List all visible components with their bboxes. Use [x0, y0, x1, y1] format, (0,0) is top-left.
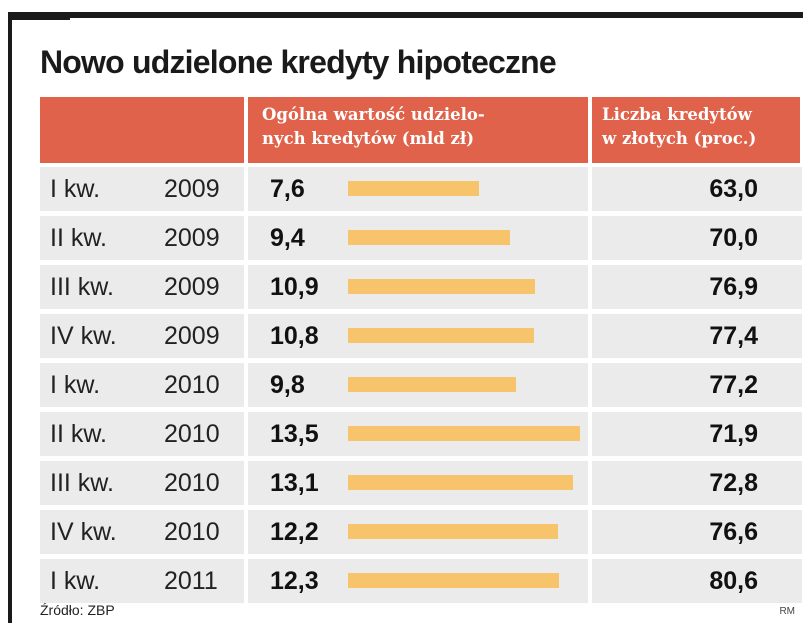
year-label: 2010 [164, 518, 220, 546]
header-count: Liczba kredytów w złotych (proc.) [592, 97, 800, 163]
period-cell: I kw. 2011 [40, 559, 244, 603]
value-bar [348, 475, 573, 490]
share-label: 63,0 [709, 175, 758, 203]
value-cell: 9,8 [248, 363, 588, 407]
value-label: 12,3 [270, 567, 319, 595]
value-label: 12,2 [270, 518, 319, 546]
value-label: 9,8 [270, 371, 305, 399]
value-bar [348, 573, 559, 588]
share-label: 70,0 [709, 224, 758, 252]
value-label: 10,9 [270, 273, 319, 301]
period-cell: IV kw. 2009 [40, 314, 244, 358]
quarter-label: I kw. [50, 175, 101, 203]
value-bar [348, 377, 516, 392]
period-cell: IV kw. 2010 [40, 510, 244, 554]
year-label: 2010 [164, 371, 220, 399]
share-cell: 76,6 [592, 510, 802, 554]
quarter-label: IV kw. [50, 518, 117, 546]
share-label: 72,8 [709, 469, 758, 497]
quarter-label: II kw. [50, 224, 107, 252]
source-note: Źródło: ZBP [40, 602, 115, 618]
table-row: I kw. 2011 12,3 80,6 [40, 559, 802, 603]
table-row: I kw. 2009 7,6 63,0 [40, 167, 802, 211]
year-label: 2009 [164, 224, 220, 252]
quarter-label: III kw. [50, 273, 114, 301]
quarter-label: II kw. [50, 420, 107, 448]
header-period [40, 97, 244, 163]
value-cell: 13,5 [248, 412, 588, 456]
value-bar [348, 279, 535, 294]
value-cell: 12,2 [248, 510, 588, 554]
period-cell: II kw. 2010 [40, 412, 244, 456]
value-cell: 10,9 [248, 265, 588, 309]
share-cell: 70,0 [592, 216, 802, 260]
period-cell: III kw. 2010 [40, 461, 244, 505]
value-cell: 10,8 [248, 314, 588, 358]
share-cell: 72,8 [592, 461, 802, 505]
value-bar [348, 230, 510, 245]
table-row: II kw. 2009 9,4 70,0 [40, 216, 802, 260]
share-cell: 80,6 [592, 559, 802, 603]
share-cell: 76,9 [592, 265, 802, 309]
value-cell: 13,1 [248, 461, 588, 505]
share-label: 77,2 [709, 371, 758, 399]
table-row: II kw. 2010 13,5 71,9 [40, 412, 802, 456]
header-count-line1: Liczba kredytów [602, 105, 752, 124]
period-cell: I kw. 2010 [40, 363, 244, 407]
header-count-line2: w złotych (proc.) [602, 129, 757, 148]
value-cell: 12,3 [248, 559, 588, 603]
value-bar [348, 181, 479, 196]
table-row: IV kw. 2009 10,8 77,4 [40, 314, 802, 358]
value-cell: 9,4 [248, 216, 588, 260]
header-value-line1: Ogólna wartość udzielo- [262, 105, 485, 124]
period-cell: I kw. 2009 [40, 167, 244, 211]
value-label: 9,4 [270, 224, 305, 252]
frame-left-rule [8, 12, 12, 623]
table-row: III kw. 2009 10,9 76,9 [40, 265, 802, 309]
year-label: 2010 [164, 469, 220, 497]
quarter-label: I kw. [50, 567, 101, 595]
table-row: I kw. 2010 9,8 77,2 [40, 363, 802, 407]
share-cell: 63,0 [592, 167, 802, 211]
value-label: 13,1 [270, 469, 319, 497]
year-label: 2009 [164, 273, 220, 301]
share-label: 71,9 [709, 420, 758, 448]
share-label: 76,9 [709, 273, 758, 301]
header-value: Ogólna wartość udzielo- nych kredytów (m… [248, 97, 588, 163]
share-label: 77,4 [709, 322, 758, 350]
value-bar [348, 524, 558, 539]
quarter-label: III kw. [50, 469, 114, 497]
quarter-label: IV kw. [50, 322, 117, 350]
table-row: III kw. 2010 13,1 72,8 [40, 461, 802, 505]
chart-title: Nowo udzielone kredyty hipoteczne [40, 44, 557, 80]
value-bar [348, 328, 534, 343]
year-label: 2010 [164, 420, 220, 448]
share-cell: 71,9 [592, 412, 802, 456]
share-label: 80,6 [709, 567, 758, 595]
header-value-line2: nych kredytów (mld zł) [262, 129, 475, 148]
quarter-label: I kw. [50, 371, 101, 399]
year-label: 2009 [164, 175, 220, 203]
value-label: 10,8 [270, 322, 319, 350]
share-cell: 77,2 [592, 363, 802, 407]
share-cell: 77,4 [592, 314, 802, 358]
frame-top-rule [8, 12, 803, 18]
author-initials: RM [779, 606, 795, 617]
period-cell: III kw. 2009 [40, 265, 244, 309]
frame-corner [8, 12, 70, 20]
table-row: IV kw. 2010 12,2 76,6 [40, 510, 802, 554]
value-label: 7,6 [270, 175, 305, 203]
year-label: 2009 [164, 322, 220, 350]
period-cell: II kw. 2009 [40, 216, 244, 260]
value-cell: 7,6 [248, 167, 588, 211]
value-label: 13,5 [270, 420, 319, 448]
year-label: 2011 [164, 567, 218, 595]
share-label: 76,6 [709, 518, 758, 546]
value-bar [348, 426, 580, 441]
